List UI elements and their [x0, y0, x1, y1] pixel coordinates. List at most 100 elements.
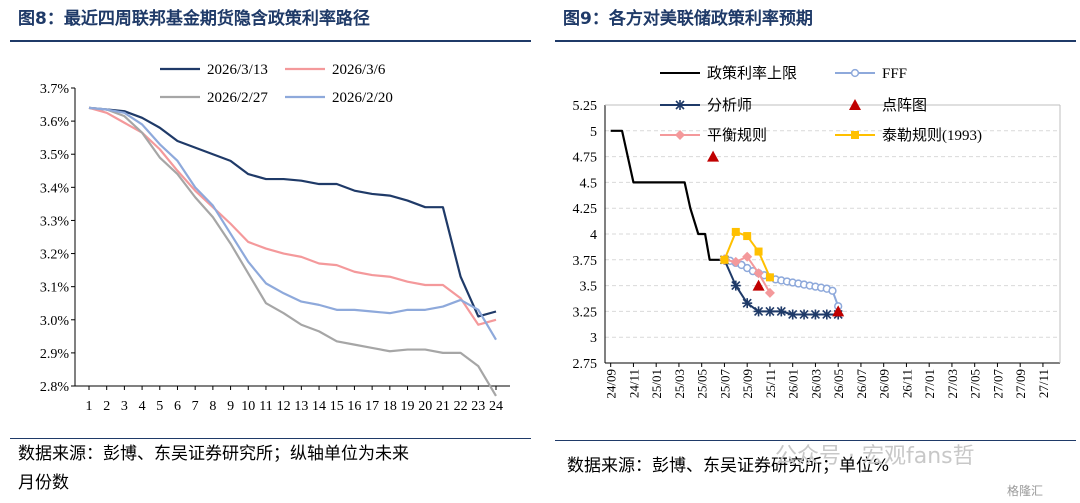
- series-marker: [821, 309, 832, 320]
- series-marker: [810, 309, 821, 320]
- left-panel: 图8：最近四周联邦基金期货隐含政策利率路径 2.8% 2.9% 3.0% 3.1% 3.…: [0, 0, 535, 503]
- x-tick-label: 7: [192, 399, 199, 414]
- x-tick-label: 27/11: [1036, 369, 1051, 398]
- x-tick-label: 27/01: [922, 369, 937, 399]
- x-tick-label: 25/09: [740, 369, 755, 399]
- source-text: 数据来源：彭博、东吴证券研究所；单位%: [567, 456, 890, 476]
- legend-label: 2026/3/13: [207, 62, 268, 78]
- y-tick-label: 3.0%: [40, 314, 70, 329]
- x-tick-label: 27/07: [990, 369, 1005, 399]
- x-tick-label: 26/11: [899, 369, 914, 398]
- x-tick-label: 9: [227, 399, 234, 414]
- legend-label: 2026/3/6: [332, 62, 386, 78]
- source-divider: [555, 440, 1076, 441]
- x-tick-label: 27/03: [945, 369, 960, 399]
- asterisk-stroke: [753, 306, 764, 316]
- asterisk-stroke: [810, 309, 821, 320]
- legend-label: 分析师: [707, 97, 752, 114]
- y-tick-label: 3.3%: [40, 214, 70, 229]
- x-tick-label: 23: [471, 399, 485, 414]
- series-line: [88, 106, 497, 318]
- x-tick-label: 26/05: [831, 369, 846, 399]
- y-tick-label: 3.2%: [40, 248, 70, 263]
- y-tick-label: 3.5%: [40, 148, 70, 163]
- series-marker: [764, 287, 775, 298]
- y-tick-label: 3.4%: [40, 181, 70, 196]
- series-marker: [675, 130, 685, 140]
- x-tick-label: 26/03: [808, 369, 823, 399]
- asterisk-stroke: [731, 281, 741, 291]
- x-tick-label: 24/09: [604, 369, 619, 399]
- series-marker: [731, 227, 740, 236]
- x-tick-label: 8: [209, 399, 216, 414]
- series-line: [88, 106, 497, 341]
- series-line: [610, 129, 725, 261]
- y-tick-label: 3.6%: [40, 115, 70, 130]
- y-tick-label: 3.7%: [40, 82, 70, 97]
- asterisk-stroke: [788, 309, 798, 320]
- y-tick-label: 2.8%: [40, 380, 70, 395]
- legend-label: 平衡规则: [707, 127, 767, 144]
- y-tick-label: 3: [590, 331, 597, 346]
- x-tick-label: 19: [401, 399, 415, 414]
- x-tick-label: 18: [383, 399, 397, 414]
- series-marker: [764, 306, 775, 317]
- series-marker: [743, 232, 752, 241]
- x-tick-label: 22: [454, 399, 468, 414]
- series-marker: [742, 298, 753, 309]
- y-tick-label: 3.75: [573, 254, 598, 269]
- x-tick-label: 4: [139, 399, 146, 414]
- series-marker: [776, 306, 787, 317]
- y-tick-label: 5.25: [573, 99, 598, 114]
- series-marker: [752, 279, 765, 291]
- right-panel: 图9：各方对美联储政策利率预期 2.75 3 3.25 3.5 3.75 4 4.25 4.5…: [545, 0, 1080, 503]
- chart-title: 图8：最近四周联邦基金期货隐含政策利率路径: [18, 9, 370, 29]
- series-marker: [851, 131, 859, 139]
- legend-label: 2026/2/27: [207, 90, 268, 106]
- x-tick-label: 10: [241, 399, 255, 414]
- source-text-line2: 月份数: [18, 473, 69, 493]
- chart-title: 图9：各方对美联储政策利率预期: [563, 9, 813, 29]
- x-tick-label: 27/09: [1013, 369, 1028, 399]
- x-tick-label: 1: [86, 399, 93, 414]
- source-divider: [10, 438, 531, 439]
- legend-label: FFF: [882, 66, 907, 82]
- y-tick-label: 3.1%: [40, 281, 70, 296]
- y-tick-label: 4.25: [573, 202, 598, 217]
- series-marker: [675, 100, 685, 110]
- series-marker: [730, 280, 741, 291]
- x-tick-label: 17: [365, 399, 379, 414]
- x-tick-label: 24: [489, 399, 503, 414]
- x-tick-label: 13: [294, 399, 308, 414]
- legend-label: 点阵图: [882, 97, 927, 114]
- y-tick-label: 4.5: [580, 176, 598, 191]
- series-marker: [707, 150, 720, 162]
- x-tick-label: 26/09: [877, 369, 892, 399]
- series-marker: [799, 309, 810, 320]
- x-tick-label: 16: [347, 399, 361, 414]
- title-divider: [10, 40, 531, 42]
- y-tick-label: 3.25: [573, 305, 598, 320]
- source-text-line1: 数据来源：彭博、东吴证券研究所；纵轴单位为未来: [18, 444, 409, 464]
- series-marker: [742, 251, 753, 262]
- asterisk-stroke: [742, 298, 752, 308]
- x-tick-label: 14: [312, 399, 326, 414]
- series-marker: [730, 256, 741, 267]
- x-tick-label: 25/01: [649, 369, 664, 399]
- legend-label: 泰勒规则(1993): [882, 127, 982, 144]
- x-tick-label: 24/11: [626, 369, 641, 398]
- x-tick-label: 26/07: [854, 369, 869, 399]
- series-marker: [850, 68, 860, 78]
- y-tick-label: 5: [590, 125, 597, 140]
- asterisk-stroke: [799, 309, 809, 320]
- series-marker: [832, 305, 845, 317]
- y-tick-label: 4.75: [573, 151, 598, 166]
- series-marker: [787, 309, 798, 320]
- x-tick-label: 6: [174, 399, 181, 414]
- y-tick-label: 2.75: [573, 357, 598, 372]
- watermark: 公众号 · 宏观fans哲: [775, 444, 975, 469]
- x-tick-label: 11: [259, 399, 272, 414]
- x-tick-label: 25/05: [695, 369, 710, 399]
- asterisk-stroke: [822, 309, 832, 320]
- series-marker: [753, 268, 764, 279]
